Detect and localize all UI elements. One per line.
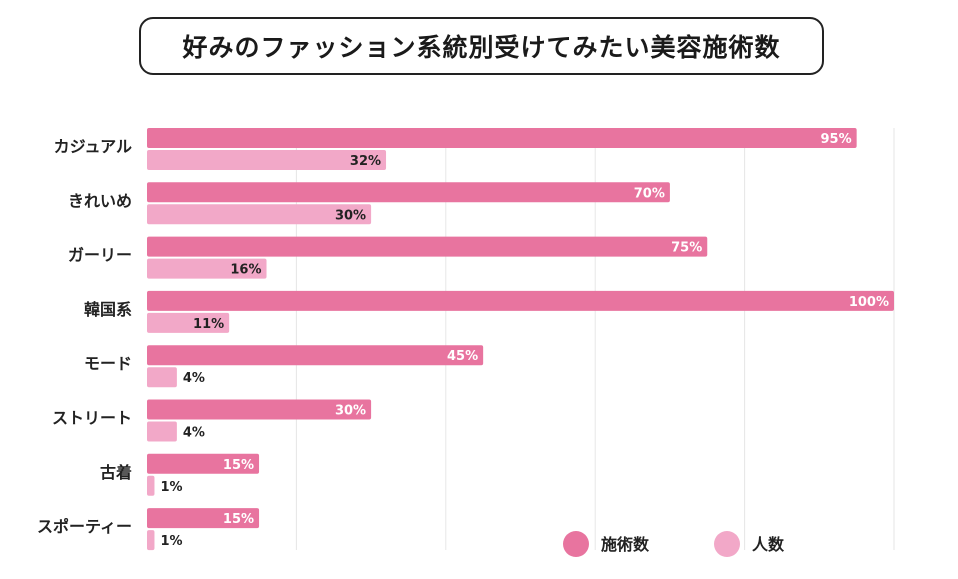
data-label: 30% [335,404,366,419]
bar-procedures [147,182,670,203]
category-label: ガーリー [68,246,132,265]
bar-procedures [147,508,260,529]
data-label: 32% [350,154,381,169]
data-label: 75% [671,241,702,256]
bar-people [147,530,155,551]
category-label: 韓国系 [84,300,132,319]
category-label: 古着 [100,463,132,482]
data-label: 16% [230,263,261,278]
bar-procedures [147,128,857,148]
category-label: スポーティー [37,517,132,536]
bar-people [147,204,372,225]
bar-procedures [147,236,708,257]
bar-people [147,475,155,496]
bar-people [147,312,230,333]
data-label: 11% [193,317,224,332]
bar-procedures [147,453,260,474]
data-label: 4% [183,426,205,441]
chart-title: 好みのファッション系統別受けてみたい美容施術数 [139,17,824,75]
data-label: 1% [160,480,182,495]
bar-people [147,367,177,388]
category-label: ストリート [52,409,132,428]
bars: 95% 32% 70% 30% 75% 16% 100% 11% 45% 4% 30% 4% 15% 1%… [147,128,894,551]
data-label: 45% [447,349,478,364]
data-label: 30% [335,208,366,223]
data-label: 15% [223,512,254,527]
legend-swatch [563,531,589,557]
category-label: きれいめ [68,191,132,210]
category-label: モード [84,354,132,373]
legend-swatch [714,531,740,557]
data-label: 4% [183,371,205,386]
bar-procedures [147,290,894,311]
data-label: 15% [223,458,254,473]
bar-people [147,258,267,279]
legend: 施術数 人数 [563,531,785,557]
bar-procedures [147,399,372,420]
data-label: 95% [821,132,852,147]
bar-people [147,150,387,170]
bar-people [147,421,177,442]
bar-procedures [147,345,484,366]
legend-label: 人数 [752,535,785,554]
category-label: カジュアル [54,137,132,156]
data-label: 1% [160,534,182,549]
data-label: 100% [849,295,889,310]
data-label: 70% [634,186,665,201]
legend-label: 施術数 [601,535,650,554]
